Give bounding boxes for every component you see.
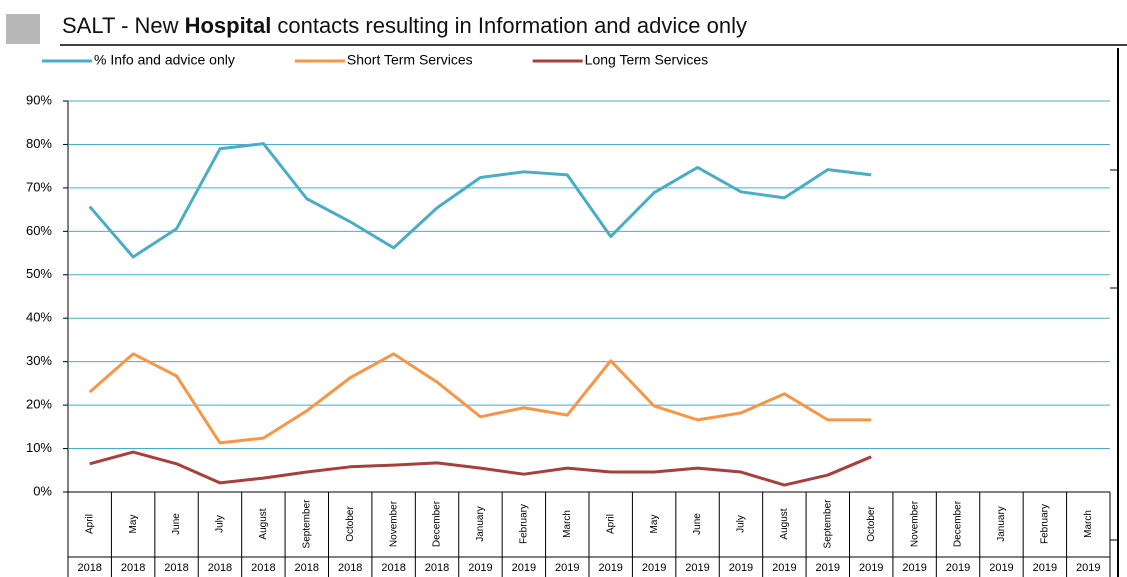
x-year-label: 2018 [295,562,319,574]
x-tick-label: March [562,510,573,538]
x-year-label: 2018 [164,562,188,574]
x-tick-label: July [215,515,226,533]
x-tick-label: September [822,499,833,549]
x-year-label: 2018 [251,562,275,574]
title-part: contacts resulting in Information and ad… [277,13,747,38]
x-tick-label: February [1040,504,1051,544]
x-tick-label: April [605,514,616,534]
x-year-label: 2018 [77,562,101,574]
title-part: SALT - New [62,13,179,38]
x-tick-label: December [432,500,443,547]
y-tick-label: 0% [33,483,52,498]
x-year-label: 2018 [121,562,145,574]
legend-label: Short Term Services [347,52,473,68]
x-year-label: 2019 [859,562,883,574]
x-year-label: 2019 [642,562,666,574]
x-tick-label: April [84,514,95,534]
legend-label: % Info and advice only [94,52,235,68]
x-tick-label: August [258,508,269,539]
logo-icon [6,14,40,44]
x-tick-label: October [866,506,877,542]
x-year-label: 2018 [425,562,449,574]
y-tick-label: 90% [26,92,52,107]
x-tick-label: February [519,504,530,544]
chart-title: SALT - New Hospital contacts resulting in … [62,13,747,38]
x-year-label: 2019 [816,562,840,574]
y-tick-label: 60% [26,223,52,238]
x-tick-label: March [1083,510,1094,538]
x-year-label: 2019 [1033,562,1057,574]
x-tick-label: July [736,515,747,533]
x-tick-label: January [475,506,486,542]
x-year-label: 2019 [555,562,579,574]
x-year-label: 2018 [338,562,362,574]
x-year-label: 2018 [381,562,405,574]
x-year-label: 2019 [902,562,926,574]
x-year-label: 2019 [512,562,536,574]
x-tick-label: August [779,508,790,539]
x-tick-label: November [909,500,920,547]
y-tick-label: 80% [26,136,52,151]
title-part: Hospital [185,13,272,38]
y-tick-label: 50% [26,266,52,281]
series-line [88,352,872,445]
y-tick-label: 70% [26,179,52,194]
x-tick-label: December [953,500,964,547]
x-year-label: 2019 [685,562,709,574]
y-tick-label: 30% [26,353,52,368]
x-tick-label: September [301,499,312,549]
x-year-label: 2019 [1076,562,1100,574]
y-tick-label: 20% [26,397,52,412]
x-tick-label: May [649,515,660,534]
x-year-label: 2019 [468,562,492,574]
x-tick-label: May [128,515,139,534]
x-tick-label: June [692,513,703,535]
x-tick-label: June [171,513,182,535]
series-line [89,450,872,487]
legend-label: Long Term Services [585,52,708,68]
series-line [88,142,872,259]
x-year-label: 2019 [989,562,1013,574]
x-year-label: 2019 [598,562,622,574]
x-year-label: 2019 [772,562,796,574]
x-tick-label: November [388,500,399,547]
x-year-label: 2019 [729,562,753,574]
x-tick-label: October [345,506,356,542]
x-year-label: 2018 [208,562,232,574]
x-tick-label: January [996,506,1007,542]
y-tick-label: 10% [26,440,52,455]
y-tick-label: 40% [26,310,52,325]
x-year-label: 2019 [946,562,970,574]
